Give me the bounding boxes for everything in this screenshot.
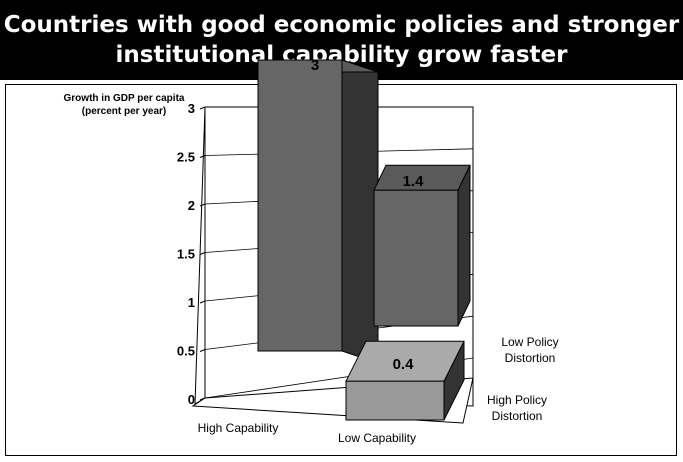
- chart-title: Countries with good economic policies an…: [0, 0, 683, 80]
- y-tick-label-4: 2: [188, 198, 195, 213]
- y-tick-label-0: 0: [188, 392, 195, 407]
- bar-front-2: [345, 380, 445, 421]
- y-tick-label-6: 3: [188, 101, 195, 116]
- x-category-label-0: High Capability: [198, 421, 279, 435]
- y-tick-1: [199, 349, 206, 352]
- series-label-1-line-1: High Policy: [487, 393, 547, 407]
- bar-front-1: [373, 189, 459, 327]
- y-tick-3: [199, 252, 206, 255]
- series-label-1-line-2: Distortion: [492, 409, 543, 423]
- bar-side-1: [457, 164, 471, 327]
- chart-title-line-1: Countries with good economic policies an…: [3, 12, 680, 38]
- y-tick-6: [199, 106, 206, 110]
- y-tick-label-5: 2.5: [177, 150, 195, 165]
- y-tick-label-3: 1.5: [177, 247, 195, 262]
- y-tick-5: [199, 155, 206, 158]
- y-tick-4: [199, 203, 206, 207]
- y-tick-2: [199, 300, 206, 304]
- bar-value-label-1: 1.4: [403, 173, 425, 190]
- x-category-label-1: Low Capability: [338, 431, 416, 445]
- y-axis-label-line-2: (percent per year): [81, 106, 167, 117]
- y-tick-0: [199, 397, 206, 401]
- y-tick-label-1: 0.5: [177, 344, 195, 359]
- y-axis-label: Growth in GDP per capita (percent per ye…: [24, 92, 224, 118]
- bar-value-label-2: 0.4: [393, 356, 415, 373]
- bar-front-0: [257, 59, 343, 352]
- bar-side-0: [341, 59, 379, 364]
- series-label-0-line-1: Low Policy: [501, 335, 558, 349]
- left-wall: [194, 106, 206, 405]
- y-tick-label-2: 1: [188, 295, 195, 310]
- y-axis-label-line-1: Growth in GDP per capita: [63, 93, 185, 104]
- bar-value-label-0: 3: [311, 57, 319, 74]
- series-label-0-line-2: Distortion: [505, 351, 556, 365]
